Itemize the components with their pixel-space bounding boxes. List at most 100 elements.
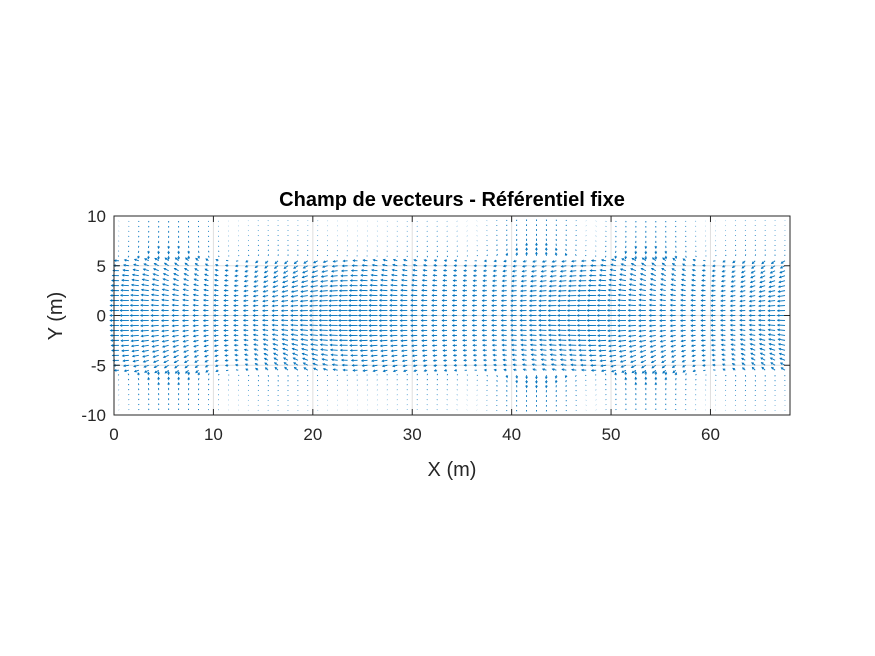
vector-arrow: [292, 275, 299, 279]
vector-arrowhead: [140, 303, 143, 307]
vector-arrowhead: [729, 328, 733, 332]
vector-arrow: [301, 280, 308, 283]
vector-arrowhead: [505, 375, 509, 379]
vector-arrowhead: [173, 355, 177, 358]
vector-arrow: [331, 270, 338, 272]
vector-arrowhead: [619, 268, 623, 271]
vector-arrow: [511, 349, 517, 351]
vector-arrowhead: [358, 319, 361, 322]
vector-arrowhead: [313, 367, 316, 371]
vector-arrow: [380, 279, 388, 282]
vector-arrowhead: [670, 344, 674, 348]
vector-arrowhead: [283, 266, 287, 269]
vector-arrowhead: [558, 279, 562, 283]
vector-arrowhead: [299, 318, 303, 322]
vector-arrowhead: [389, 324, 392, 327]
vector-arrowhead: [700, 339, 704, 342]
vector-arrow: [161, 325, 169, 327]
vector-arrowhead: [597, 334, 600, 338]
vector-arrowhead: [121, 278, 125, 282]
vector-arrow: [531, 270, 537, 273]
vector-arrowhead: [119, 314, 123, 317]
vector-arrowhead: [300, 290, 304, 293]
vector-arrowhead: [740, 280, 744, 283]
vector-arrowhead: [150, 303, 154, 307]
vector-arrowhead: [729, 314, 733, 317]
vector-arrowhead: [541, 368, 545, 371]
vector-arrow: [401, 344, 408, 347]
vector-arrowhead: [557, 294, 561, 298]
vector-arrow: [630, 354, 637, 358]
vector-arrowhead: [732, 367, 736, 371]
vector-arrow: [649, 325, 656, 327]
vector-arrowhead: [577, 333, 580, 337]
vector-arrowhead: [137, 255, 140, 259]
vector-arrowhead: [244, 358, 248, 362]
vector-arrowhead: [461, 309, 465, 312]
vector-arrow: [162, 288, 169, 292]
vector-arrowhead: [369, 283, 373, 287]
vector-arrowhead: [254, 363, 258, 366]
vector-arrow: [760, 352, 766, 356]
vector-arrow: [173, 273, 179, 277]
vector-arrow: [303, 260, 309, 264]
vector-arrowhead: [302, 357, 306, 361]
vector-arrowhead: [700, 329, 704, 332]
vector-arrowhead: [742, 261, 745, 264]
vector-arrow: [618, 329, 627, 332]
vector-arrowhead: [131, 354, 135, 358]
vector-arrowhead: [194, 365, 198, 368]
vector-arrow: [649, 294, 656, 297]
vector-arrow: [184, 273, 189, 277]
vector-arrow: [559, 344, 567, 346]
vector-arrow: [740, 348, 746, 351]
vector-arrowhead: [318, 309, 322, 312]
vector-arrowhead: [680, 329, 684, 333]
vector-arrowhead: [664, 371, 668, 375]
vector-arrowhead: [410, 293, 414, 297]
vector-arrowhead: [500, 294, 504, 298]
vector-arrow: [601, 369, 607, 372]
vector-arrow: [193, 339, 199, 342]
vector-arrowhead: [331, 264, 335, 268]
vector-arrowhead: [670, 288, 674, 292]
vector-arrowhead: [359, 284, 363, 287]
vector-arrowhead: [171, 324, 175, 328]
vector-arrow: [247, 249, 250, 252]
vector-arrowhead: [312, 265, 316, 269]
vector-arrowhead: [501, 343, 505, 347]
vector-arrowhead: [382, 369, 386, 373]
vector-arrow: [456, 250, 458, 252]
vector-arrowhead: [502, 269, 506, 273]
vector-arrow: [649, 304, 656, 306]
vector-arrowhead: [721, 269, 725, 273]
vector-arrowhead: [748, 328, 752, 332]
vector-arrowhead: [284, 366, 287, 370]
vector-arrowhead: [140, 288, 144, 292]
vector-arrow: [142, 354, 149, 358]
vector-arrow: [638, 325, 646, 327]
vector-arrowhead: [299, 309, 303, 313]
vector-arrowhead: [330, 353, 334, 357]
vector-arrow: [615, 378, 617, 381]
vector-arrowhead: [749, 280, 753, 284]
vector-arrowhead: [710, 343, 714, 347]
vector-arrowhead: [638, 329, 642, 333]
vector-arrowhead: [758, 309, 761, 313]
vector-arrowhead: [263, 348, 267, 351]
vector-arrow: [650, 273, 656, 277]
vector-arrowhead: [273, 357, 277, 361]
vector-arrowhead: [203, 293, 207, 297]
vector-arrowhead: [431, 299, 435, 302]
vector-arrowhead: [318, 328, 322, 332]
vector-arrowhead: [122, 263, 126, 267]
vector-arrow: [521, 349, 527, 351]
vector-arrow: [641, 364, 647, 369]
vector-arrowhead: [322, 260, 326, 263]
vector-arrowhead: [432, 269, 436, 272]
vector-arrowhead: [711, 274, 715, 278]
vector-arrowhead: [630, 268, 634, 271]
vector-arrow: [122, 359, 129, 362]
vector-arrowhead: [567, 333, 571, 337]
vector-arrow: [496, 380, 498, 382]
